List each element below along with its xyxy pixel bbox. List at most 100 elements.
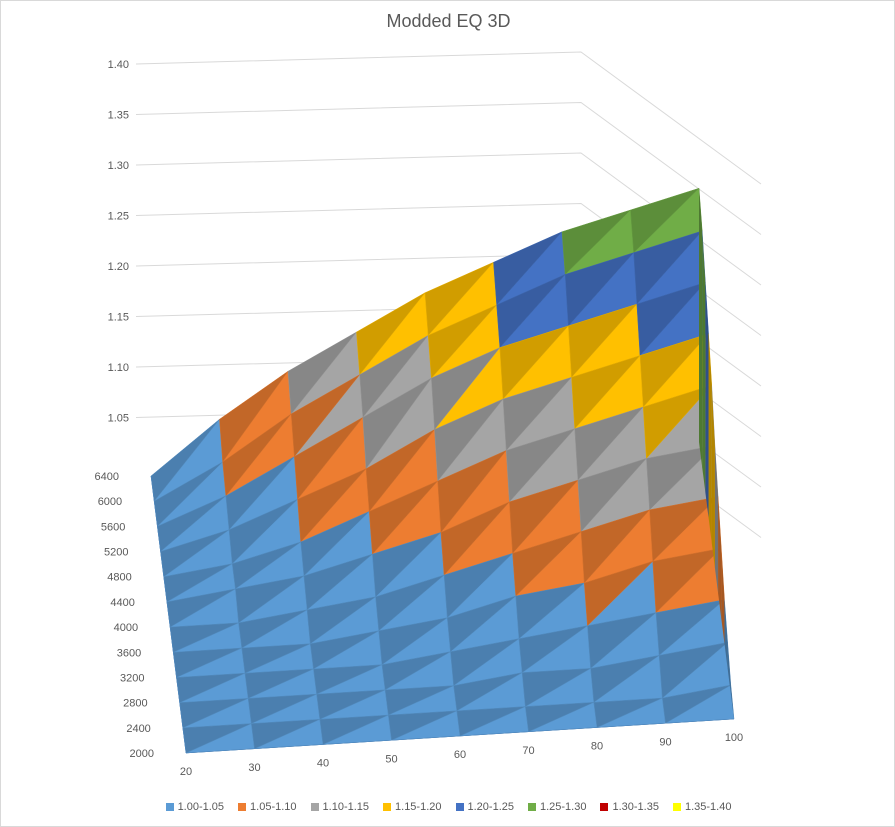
chart-title: Modded EQ 3D [386,11,511,31]
right-wall-facet [702,230,706,493]
surface-facet [251,719,320,750]
surface-facet [319,714,389,745]
surface-facet [646,445,716,511]
surface-facet [518,625,588,674]
legend-item: 1.25-1.30 [527,801,587,813]
depth-tick-label: 3600 [117,647,141,659]
surface-facet [655,599,726,656]
surface-facet [440,501,510,576]
surface-facet [309,630,379,670]
surface-facet [388,710,457,741]
x-tick-label: 80 [591,741,603,753]
legend-label: 1.20-1.25 [467,801,514,813]
surface-facet [571,355,641,430]
surface-facet [231,541,301,590]
right-wall-facet [718,496,722,619]
surface-facet [225,456,295,531]
surface-facet [590,655,660,703]
x-tick-label: 70 [522,745,534,757]
depth-tick-label: 6000 [98,496,122,508]
legend-label: 1.10-1.15 [322,801,370,813]
surface-facet [443,553,513,619]
surface-facet [316,689,386,720]
surface-facet [287,331,357,415]
x-tick-label: 40 [317,758,329,770]
z-tick-label: 1.40 [108,59,129,71]
x-tick-label: 100 [725,732,743,744]
surface-facet [424,262,494,337]
surface-facet [381,651,451,691]
surface-facet [294,417,364,500]
depth-tick-label: 4000 [114,622,138,634]
x-tick-label: 30 [248,762,260,774]
right-wall-facet [730,685,734,719]
legend-swatch [165,803,174,811]
surface-facet [313,664,383,695]
surface-facet [235,575,305,624]
legend-label: 1.15-1.20 [395,801,442,813]
z-tick-label: 1.35 [108,110,129,122]
depth-tick-label: 3200 [120,672,144,684]
z-tick-label: 1.25 [108,211,129,223]
legend-swatch [600,803,609,811]
left-wall-facet [150,475,155,502]
surface-facet [447,595,516,653]
surface-facet [561,209,631,275]
legend-label: 1.05-1.10 [250,801,297,813]
depth-tick-label: 5600 [101,521,125,533]
surface-facet [368,480,438,555]
z-tick-label: 1.20 [108,261,129,273]
legend-swatch [527,803,536,811]
surface-facet [306,596,376,645]
legend-item: 1.05-1.10 [238,801,297,813]
surface-facet [525,702,594,733]
depth-tick-label: 6400 [95,471,119,483]
surface-facet [593,697,663,728]
legend-item: 1.35-1.40 [672,801,731,813]
surface-facet [228,499,298,565]
surface-facet [356,292,426,376]
legend: 1.00-1.05 1.05-1.10 1.10-1.15 1.15-1.20 1.20… [1,801,895,813]
surface-facet [574,406,645,481]
surface-facet [297,468,367,543]
right-wall-facet [708,333,712,543]
surface-facet [515,582,586,640]
surface-facet [290,374,360,458]
surface-facet [505,428,576,503]
surface-facet [450,638,520,687]
surface-facet [219,371,289,463]
surface-facet [456,706,526,737]
legend-item: 1.30-1.35 [600,801,659,813]
surface-facet [453,672,523,712]
surface-facet [649,496,719,562]
surface-facet [580,509,651,584]
surface-facet [300,511,370,577]
depth-tick-label: 4800 [107,572,131,584]
legend-label: 1.25-1.30 [539,801,587,813]
right-wall-facet [711,385,715,568]
surface-facet [222,413,292,497]
surface-facet [427,304,497,379]
surface-facet [502,376,573,452]
legend-label: 1.30-1.35 [612,801,659,813]
right-wall-facet [705,282,709,518]
surface-facet [639,333,710,408]
surface-facet [372,532,442,598]
surface-facet [636,281,707,357]
surface-plot: 1.40 1.35 1.30 1.25 1.20 1.15 1.10 1.05 20 30 40 50… [95,51,762,778]
right-wall-facet [727,642,731,694]
x-tick-label: 20 [180,766,192,778]
surface-facet [642,384,713,460]
z-tick-label: 1.05 [108,413,129,425]
surface-facet [238,609,308,649]
depth-tick-label: 2000 [130,748,154,760]
legend-label: 1.00-1.05 [177,801,225,813]
surface-facet [633,230,703,305]
legend-item: 1.20-1.25 [455,801,514,813]
surface-facet [509,479,579,554]
surface-facet [568,303,638,378]
z-gridline [135,101,762,235]
surface-facet [630,188,700,254]
legend-item: 1.15-1.20 [383,801,442,813]
